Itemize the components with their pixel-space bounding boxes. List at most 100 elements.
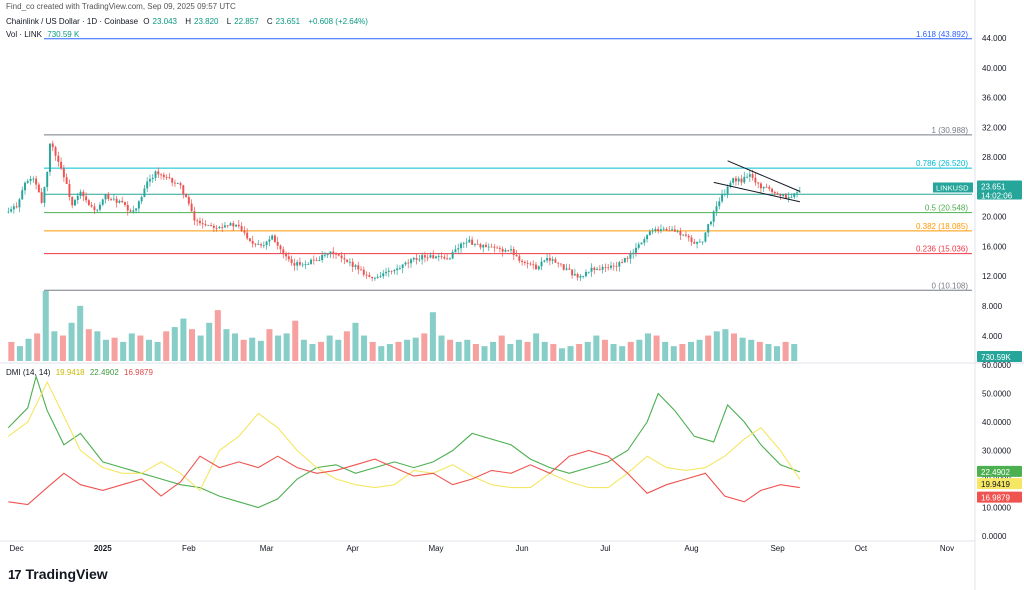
volume-bar — [145, 339, 153, 361]
candle-body — [721, 194, 724, 202]
symbol-tag-bg — [933, 182, 973, 193]
candle-body — [429, 255, 432, 258]
volume-bar — [705, 335, 712, 361]
volume-bar — [541, 341, 548, 361]
candle-body — [759, 183, 762, 189]
volume-bar — [232, 333, 239, 361]
candle-body — [390, 270, 393, 272]
fib-retracement[interactable]: 1.618 (43.892) 1 (30.988) 0.786 (26.520) 0.… — [44, 30, 972, 291]
candle-body — [21, 190, 24, 200]
candle-body — [110, 199, 113, 200]
candle-body — [112, 198, 115, 200]
dmi-line-minus_di — [8, 449, 800, 506]
candle-body — [99, 204, 101, 210]
volume-bar — [128, 333, 135, 361]
candle-body — [329, 251, 332, 254]
candle-body — [318, 260, 321, 261]
candle-body — [482, 244, 485, 248]
candle-body — [43, 187, 46, 203]
candle-body — [709, 221, 712, 225]
candle-body — [671, 229, 674, 231]
symbol-tag-text: LINKUSD — [936, 183, 969, 192]
volume-bar — [567, 346, 574, 361]
candle-body — [351, 261, 354, 267]
volume-bar — [421, 333, 428, 361]
candle-body — [126, 204, 129, 211]
candle-body — [412, 258, 415, 260]
candle-body — [579, 276, 582, 278]
candle-body — [37, 184, 40, 193]
candle-body — [415, 258, 418, 260]
candle-body — [12, 206, 15, 210]
time-tick: Sep — [770, 544, 785, 553]
candle-body — [468, 239, 471, 243]
candle-body — [576, 274, 579, 278]
candle-body — [293, 263, 296, 266]
volume-bar — [171, 327, 178, 361]
volume-bar — [85, 329, 92, 361]
candle-body — [798, 191, 801, 193]
dmi-tick: 50.0000 — [982, 390, 1011, 399]
candle-body — [254, 243, 257, 245]
candle-body — [773, 192, 776, 194]
volume-bar — [369, 341, 376, 361]
candle-body — [343, 258, 346, 260]
volume-bars — [8, 291, 798, 361]
volume-bar — [610, 344, 617, 361]
time-tick: Mar — [260, 544, 274, 553]
candle-body — [771, 188, 774, 193]
dmi-line-plus_di — [7, 380, 801, 492]
candle-body — [734, 178, 737, 182]
plus-di-tag-bg — [977, 478, 1022, 490]
candle-body — [526, 262, 529, 264]
candle-body — [51, 143, 54, 148]
volume-bar — [464, 339, 471, 361]
candle-body — [212, 225, 215, 228]
candle-body — [732, 178, 735, 183]
symbol-title: Chainlink / US Dollar · 1D · Coinbase — [6, 17, 139, 26]
candle-body — [151, 177, 154, 180]
candle-body — [418, 259, 421, 261]
candle-body — [287, 256, 290, 260]
candle-body — [10, 209, 13, 212]
candle-body — [473, 243, 476, 245]
volume-bar — [77, 305, 84, 361]
candle-body — [598, 268, 601, 270]
volume-bar — [412, 337, 419, 361]
candle-body — [307, 263, 310, 265]
candle-body — [507, 250, 510, 251]
volume-bar — [309, 344, 316, 361]
candle-body — [593, 267, 596, 270]
time-tick: 2025 — [94, 544, 112, 553]
candle-body — [587, 271, 590, 273]
wedge-trendlines[interactable] — [713, 160, 801, 203]
candle-body — [796, 192, 799, 194]
price-tick: 8.000 — [982, 302, 1003, 311]
candle-body — [551, 259, 554, 261]
candle-body — [621, 262, 624, 263]
volume-bar — [283, 333, 290, 361]
candle-body — [515, 255, 518, 257]
candle-body — [15, 206, 18, 208]
candle-body — [304, 264, 307, 265]
candle-body — [535, 264, 537, 270]
candle-body — [446, 258, 449, 260]
volume-bar — [266, 329, 273, 361]
candle-body — [740, 178, 743, 183]
volume-bar — [791, 344, 798, 361]
candle-body — [79, 191, 82, 196]
tradingview-logo[interactable]: 17 TradingView — [8, 566, 108, 582]
candle-body — [76, 195, 79, 200]
candle-body — [462, 242, 465, 244]
candle-body — [248, 238, 251, 241]
candle-body — [60, 161, 63, 169]
candle-body — [726, 186, 729, 194]
volume-legend[interactable]: Vol · LINK 730.59 K — [6, 30, 82, 39]
candle-body — [204, 224, 207, 226]
volume-bar — [644, 333, 651, 361]
volume-value: 730.59 K — [47, 30, 80, 39]
dmi-legend[interactable]: DMI (14, 14) 19.9418 22.4902 16.9879 — [6, 368, 156, 377]
volume-bar — [533, 333, 540, 361]
candle-body — [276, 241, 279, 246]
